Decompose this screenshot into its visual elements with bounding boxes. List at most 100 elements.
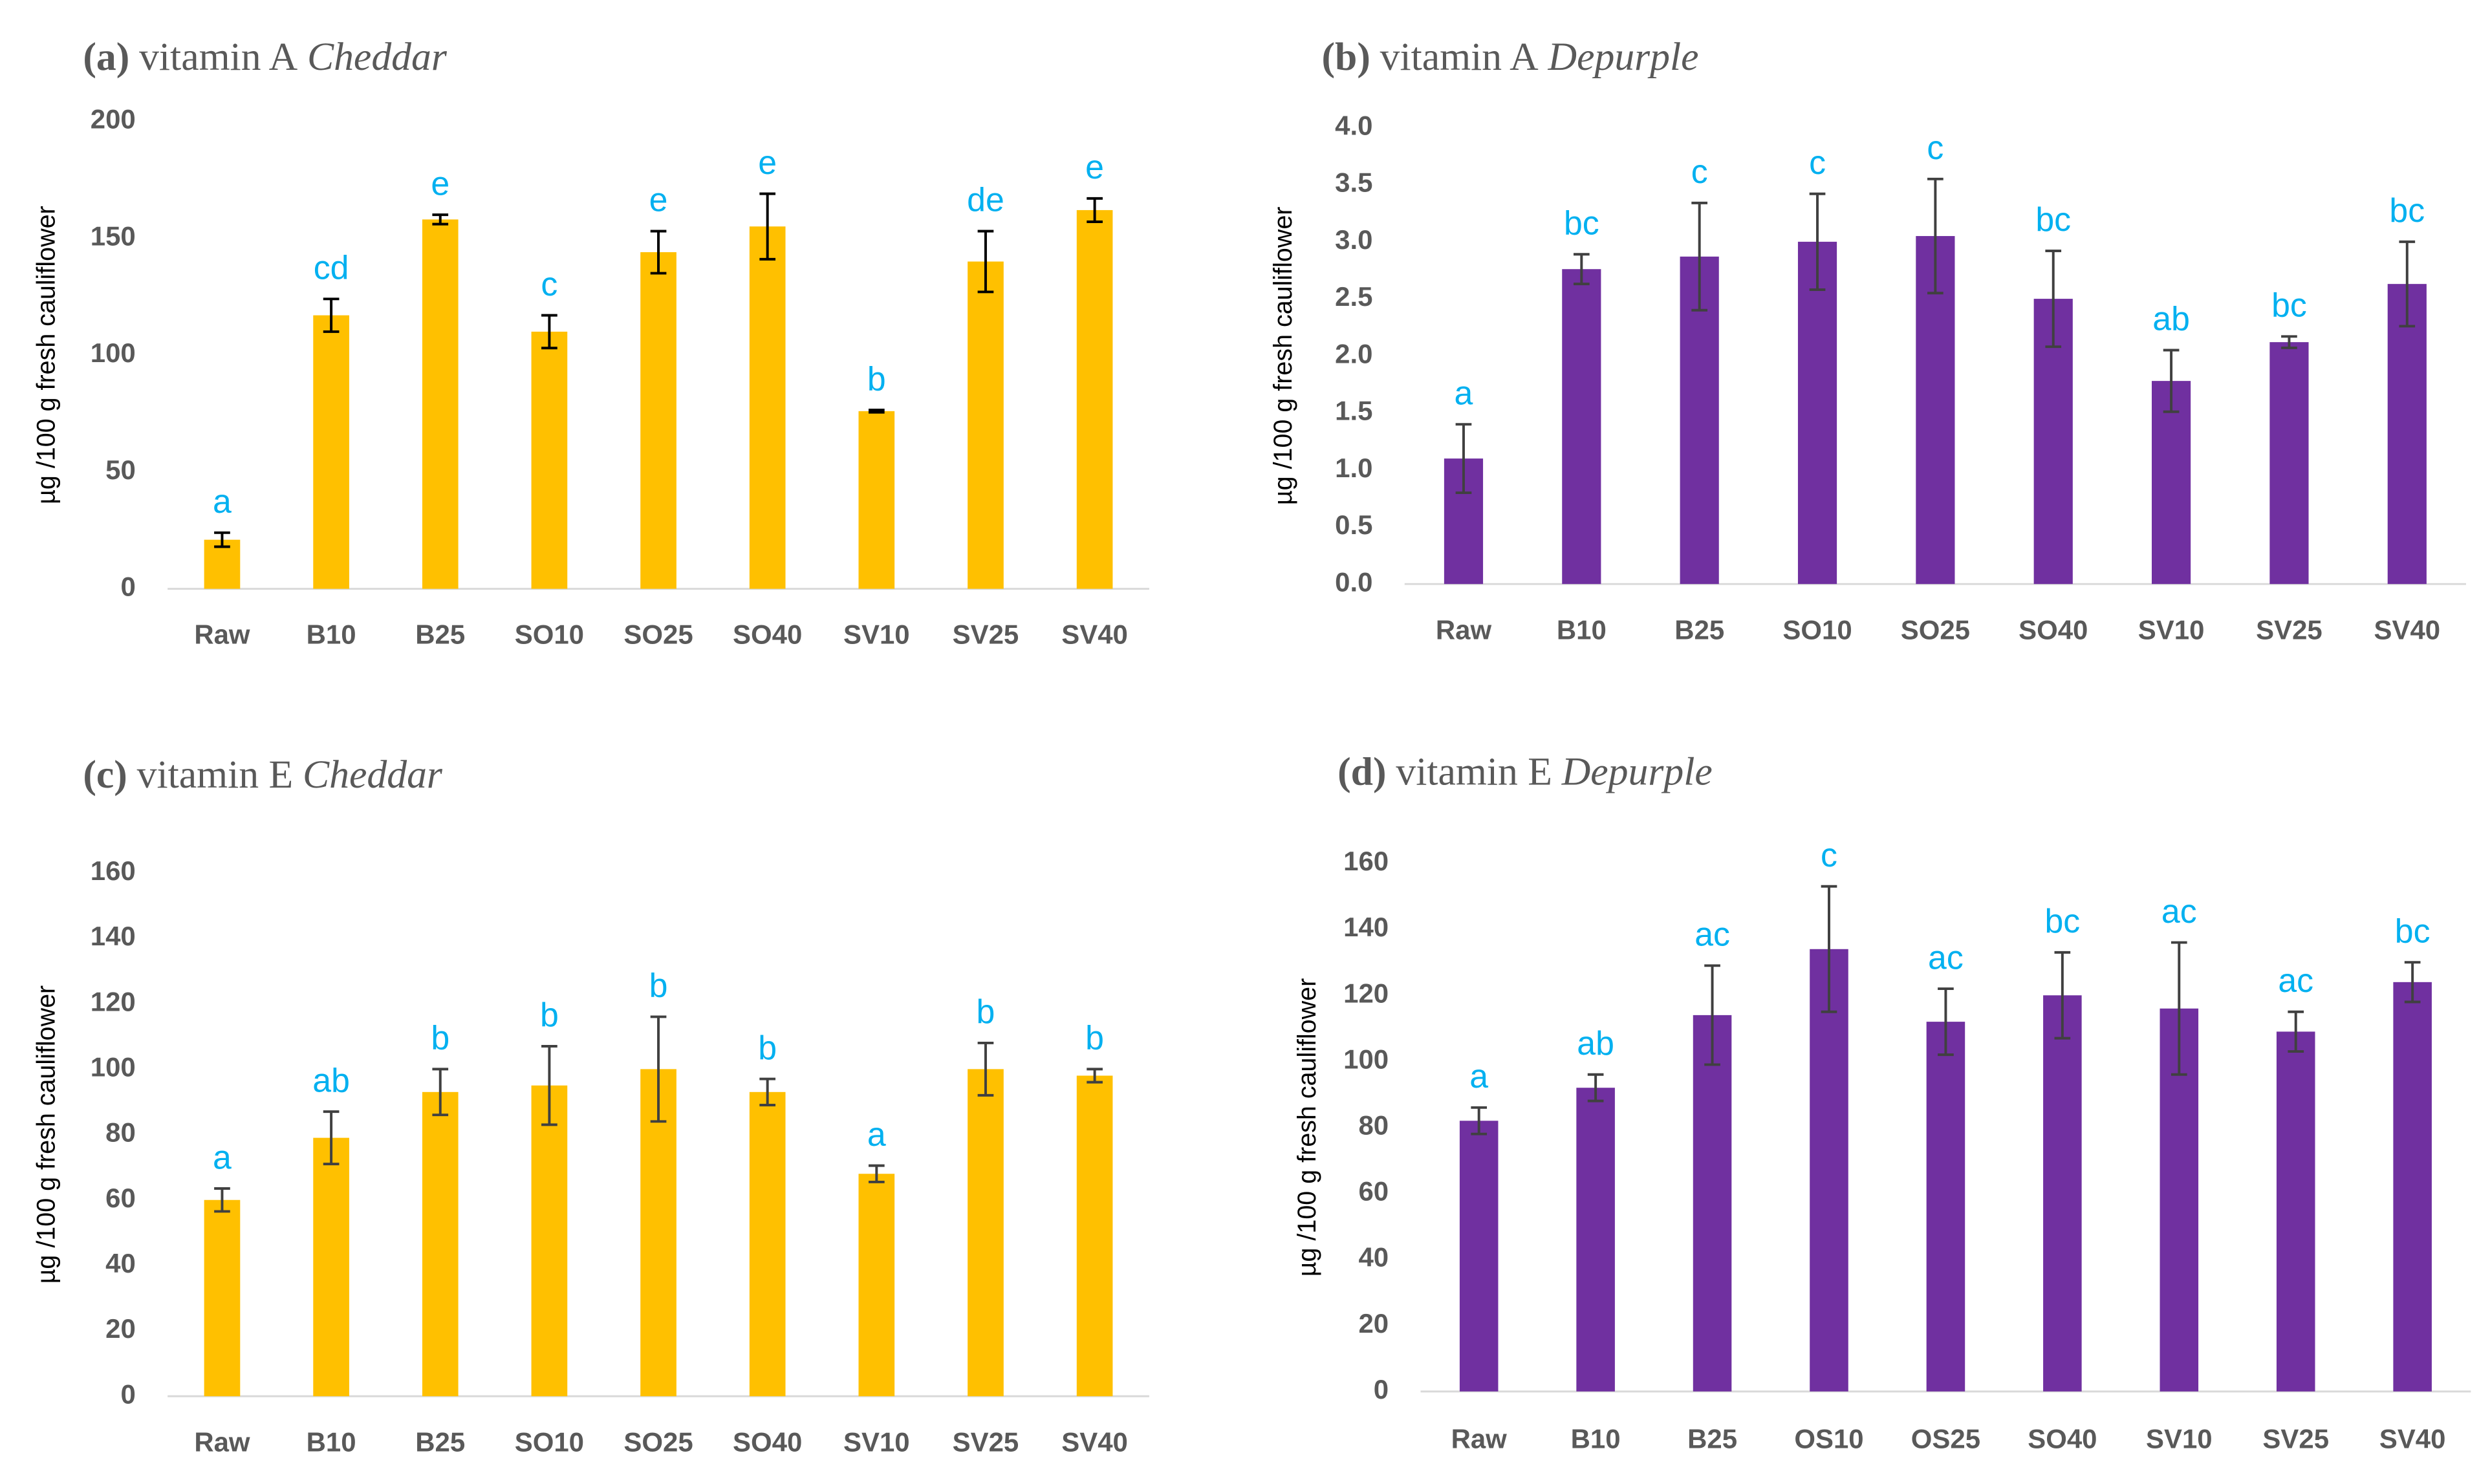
significance-label: bc <box>2044 902 2080 940</box>
title-subject: Cheddar <box>307 35 448 79</box>
panel: (c) vitamin E Cheddar µg /100 g fresh cauli… <box>32 753 1149 1457</box>
bar <box>1562 269 1601 585</box>
y-tick-label: 3.5 <box>1335 167 1372 198</box>
significance-label: a <box>213 482 232 520</box>
y-tick-label: 150 <box>91 220 136 251</box>
significance-label: c <box>1927 129 1943 166</box>
error-bar <box>1938 987 1954 1057</box>
error-bar <box>541 1045 558 1126</box>
y-tick-label: 100 <box>1343 1044 1389 1074</box>
significance-label: a <box>213 1138 232 1176</box>
error-bar <box>759 1077 776 1107</box>
error-bar <box>2281 335 2297 349</box>
bar <box>640 1069 677 1397</box>
y-tick-label: 2.5 <box>1335 281 1372 312</box>
significance-label: ac <box>2161 892 2197 930</box>
y-tick-label: 0 <box>1374 1374 1389 1404</box>
significance-label: e <box>758 144 777 181</box>
bar <box>313 315 349 589</box>
bar <box>968 261 1004 589</box>
bar <box>1797 241 1837 585</box>
error-bar <box>650 1015 667 1123</box>
significance-label: c <box>1821 836 1837 874</box>
y-tick-label: 20 <box>1358 1308 1389 1339</box>
error-bar <box>1809 192 1826 291</box>
bar <box>2269 342 2309 585</box>
x-tick-label: SV40 <box>1061 1426 1128 1457</box>
bar <box>858 1174 895 1397</box>
x-tick-label: SO40 <box>2028 1423 2097 1454</box>
error-bar <box>1087 1068 1103 1084</box>
bar <box>2276 1031 2315 1392</box>
y-tick-label: 100 <box>91 338 136 368</box>
x-tick-label: SV10 <box>843 1426 910 1457</box>
significance-label: b <box>867 360 886 397</box>
bar <box>204 1199 241 1397</box>
error-bar <box>323 1110 340 1166</box>
significance-label: b <box>1085 1019 1104 1057</box>
significance-label: bc <box>1564 204 1599 242</box>
bar <box>1076 1075 1113 1397</box>
x-tick-label: Raw <box>1436 614 1492 645</box>
significance-label: b <box>758 1029 777 1066</box>
error-bar <box>868 409 885 414</box>
significance-label: ac <box>1928 938 1964 976</box>
error-bar <box>977 1041 994 1097</box>
error-bar <box>2288 1010 2304 1053</box>
bar <box>2043 995 2082 1392</box>
error-bar <box>1821 885 1837 1013</box>
y-tick-label: 1.5 <box>1335 396 1372 426</box>
significance-label: ab <box>1577 1024 1614 1062</box>
panel-label: (d) <box>1337 749 1386 793</box>
error-bar <box>323 297 340 333</box>
x-tick-label: SV40 <box>2379 1423 2446 1454</box>
bar <box>640 252 677 589</box>
error-bar <box>759 192 776 261</box>
panel-title: (d) vitamin E Depurple <box>1337 749 1713 793</box>
y-axis-title: µg /100 g fresh cauliflower <box>1293 978 1321 1277</box>
error-bar <box>214 1187 230 1213</box>
x-tick-label: B25 <box>1674 614 1724 645</box>
y-tick-label: 120 <box>91 986 136 1016</box>
y-tick-label: 140 <box>1343 912 1389 942</box>
error-bar <box>2054 951 2071 1040</box>
x-tick-label: SO40 <box>733 619 802 650</box>
bar <box>422 1091 459 1397</box>
significance-label: c <box>1691 153 1708 190</box>
error-bar <box>1087 197 1103 223</box>
bar <box>422 219 459 589</box>
x-tick-label: SO10 <box>1782 614 1852 645</box>
significance-label: de <box>967 181 1004 219</box>
error-bar <box>1471 1106 1488 1135</box>
x-tick-label: B10 <box>307 1426 356 1457</box>
x-tick-label: SO25 <box>623 619 693 650</box>
error-bar <box>1704 964 1720 1066</box>
significance-label: ac <box>2278 962 2313 999</box>
panel-title: (c) vitamin E Cheddar <box>83 753 443 797</box>
panel: (b) vitamin A Depurple µg /100 g fresh caul… <box>1269 35 2466 645</box>
error-bar <box>977 230 994 294</box>
error-bar <box>1927 177 1943 295</box>
y-tick-label: 160 <box>1343 846 1389 876</box>
error-bar <box>432 213 449 226</box>
bar <box>531 331 568 589</box>
significance-label: b <box>431 1019 449 1057</box>
panel-label: (c) <box>83 753 127 797</box>
x-tick-label: SO10 <box>515 1426 584 1457</box>
significance-label: bc <box>2035 200 2071 238</box>
significance-label: bc <box>2389 191 2425 229</box>
y-tick-label: 2.0 <box>1335 338 1372 369</box>
y-axis-title: µg /100 g fresh cauliflower <box>1269 207 1297 506</box>
significance-label: bc <box>2271 286 2307 324</box>
x-tick-label: B25 <box>415 619 465 650</box>
x-tick-label: SV25 <box>953 619 1019 650</box>
significance-label: b <box>540 996 559 1033</box>
y-tick-label: 40 <box>1358 1242 1389 1273</box>
error-bar <box>1587 1073 1604 1102</box>
y-tick-label: 3.0 <box>1335 224 1372 255</box>
y-tick-label: 80 <box>1358 1110 1389 1141</box>
error-bar <box>2399 240 2416 328</box>
y-tick-label: 80 <box>105 1117 136 1148</box>
